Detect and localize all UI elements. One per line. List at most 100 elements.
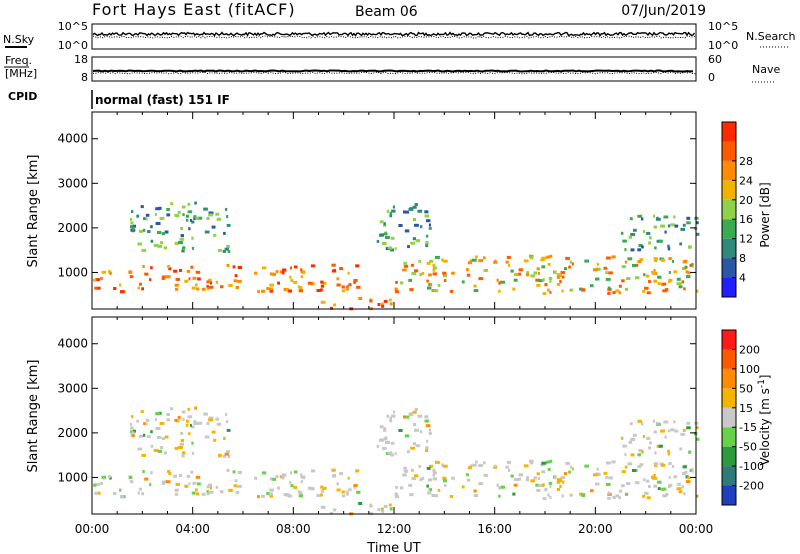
velocity-cell	[128, 476, 133, 479]
velocity-cell	[478, 482, 484, 486]
velocity-cell	[182, 418, 185, 422]
power-cell	[528, 254, 534, 258]
velocity-cell	[233, 484, 238, 488]
colorbar-swatch	[722, 368, 736, 389]
power-cell	[608, 271, 613, 275]
velocity-cell	[547, 493, 550, 497]
colorbar-swatch	[722, 160, 736, 181]
velocity-cell	[220, 490, 224, 494]
velocity-cell	[653, 430, 657, 434]
velocity-cell	[542, 483, 545, 487]
power-cell	[336, 283, 341, 287]
velocity-cell	[417, 414, 423, 418]
velocity-cell	[131, 434, 135, 438]
velocity-cell	[192, 481, 197, 485]
velocity-cell	[180, 432, 184, 435]
velocity-cell	[150, 471, 153, 475]
velocity-cell	[541, 461, 547, 465]
velocity-cell	[664, 435, 667, 439]
velocity-cell	[556, 487, 561, 491]
velocity-cell	[194, 406, 197, 410]
power-cell	[154, 213, 157, 216]
power-cell	[449, 289, 454, 293]
power-panel: 1000 2000 3000 4000 Slant Range [km]	[26, 111, 700, 311]
colorbar-swatch	[722, 466, 736, 486]
velocity-cell	[482, 461, 486, 465]
power-cell	[129, 275, 134, 279]
velocity-cell	[320, 489, 325, 493]
velocity-cell	[420, 430, 423, 434]
colorbar-swatch	[722, 180, 736, 200]
power-cell	[392, 205, 395, 209]
power-cell	[409, 207, 413, 211]
power-cell	[262, 266, 267, 270]
velocity-cell	[549, 484, 552, 488]
velocity-cell	[320, 485, 324, 489]
velocity-cell	[652, 419, 656, 423]
power-cell	[181, 205, 186, 209]
velocity-cell	[682, 472, 686, 475]
station-title: Fort Hays East (fitACF)	[92, 0, 296, 19]
power-cell	[626, 277, 631, 281]
cpid-label: CPID	[8, 90, 37, 103]
velocity-cell	[414, 428, 419, 432]
power-cell	[289, 275, 292, 279]
velocity-cell	[211, 430, 216, 434]
velocity-cell	[642, 494, 646, 498]
velocity-cell	[346, 492, 349, 496]
power-cell	[658, 239, 663, 243]
power-cell	[141, 287, 144, 291]
power-cell	[144, 272, 149, 276]
nsearch-tick-top: 10^5	[708, 20, 738, 33]
power-cell	[648, 280, 651, 283]
power-cell	[428, 273, 432, 277]
power-cell	[179, 268, 183, 272]
power-cell	[653, 269, 656, 272]
velocity-cell	[624, 465, 628, 469]
velocity-cell	[226, 428, 231, 432]
power-cell	[664, 230, 667, 234]
velocity-cell	[525, 478, 530, 482]
power-cell	[683, 287, 686, 291]
power-cell	[676, 282, 682, 286]
velocity-cell	[355, 469, 360, 473]
power-cell	[142, 265, 145, 268]
power-cell	[137, 286, 140, 290]
power-cell	[175, 277, 180, 281]
velocity-cell	[431, 494, 436, 497]
power-cell	[537, 271, 540, 275]
power-cell	[193, 217, 197, 220]
power-cell	[549, 290, 552, 294]
power-cell	[179, 237, 184, 241]
velocity-cell	[628, 440, 633, 444]
velocity-cell	[191, 425, 195, 429]
power-cell	[473, 284, 477, 288]
velocity-cell	[145, 422, 148, 426]
velocity-cell	[414, 408, 418, 411]
velocity-cell	[237, 484, 242, 488]
power-cell	[662, 289, 667, 293]
velocity-cell	[119, 488, 122, 492]
power-cell	[653, 225, 657, 229]
power-cell	[618, 284, 622, 288]
velocity-cell	[136, 419, 140, 423]
power-cell	[584, 259, 589, 263]
power-cell	[376, 239, 380, 243]
velocity-cell	[187, 415, 193, 419]
velocity-cell	[119, 495, 125, 499]
velocity-cell	[394, 495, 400, 499]
velocity-cell	[695, 426, 699, 430]
nave-tick-bottom: 0	[708, 71, 715, 84]
velocity-cell	[529, 461, 534, 465]
x-tick-label: 16:00	[477, 522, 512, 536]
velocity-cell	[469, 464, 472, 468]
y-tick-label: 4000	[57, 132, 88, 146]
power-cell	[128, 271, 133, 274]
power-cell	[216, 217, 222, 221]
velocity-cell	[129, 480, 134, 484]
power-cell	[358, 297, 363, 300]
velocity-cell	[186, 474, 191, 478]
power-cell	[403, 210, 406, 214]
velocity-cell	[682, 465, 687, 469]
velocity-cell	[514, 478, 519, 481]
